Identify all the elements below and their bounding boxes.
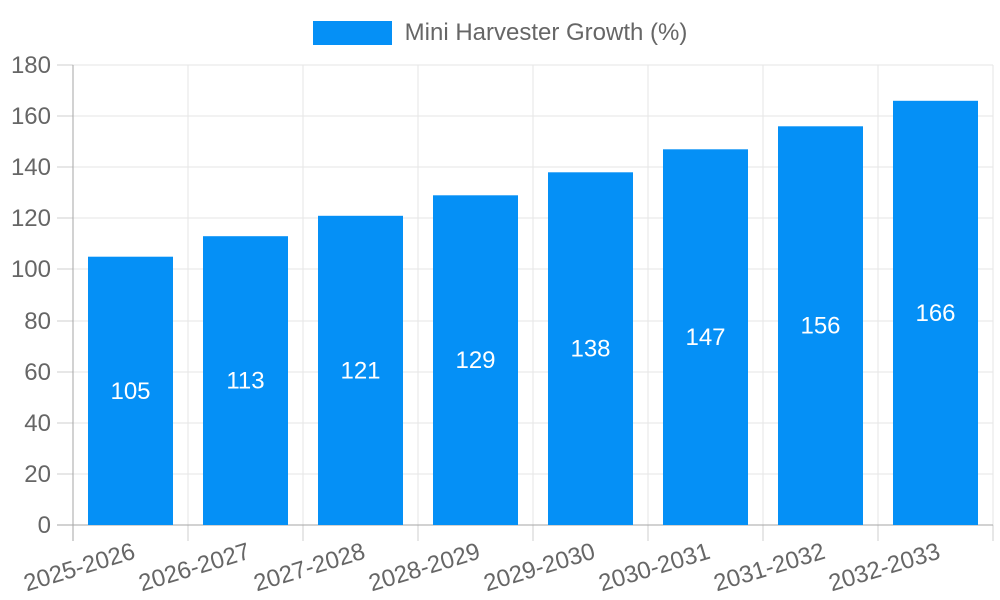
y-tick-label: 140 xyxy=(11,154,51,181)
x-tick-label: 2028-2029 xyxy=(366,538,484,597)
y-tick-label: 0 xyxy=(38,512,51,539)
x-tick-label: 2025-2026 xyxy=(21,538,139,597)
bar-2027-2028 xyxy=(318,215,403,526)
bar-2031-2032 xyxy=(778,126,863,526)
x-tick-label: 2029-2030 xyxy=(481,538,599,597)
x-tick-label: 2032-2033 xyxy=(826,538,944,597)
x-tick-label: 2031-2032 xyxy=(711,538,829,597)
bar-value-label: 166 xyxy=(915,300,955,327)
bar-2028-2029 xyxy=(433,195,518,526)
y-tick-label: 40 xyxy=(24,410,51,437)
chart-legend[interactable]: Mini Harvester Growth (%) xyxy=(0,21,1000,45)
bar-value-label: 156 xyxy=(800,313,840,340)
bar-value-label: 105 xyxy=(110,378,150,405)
bar-value-label: 129 xyxy=(455,347,495,374)
legend-label: Mini Harvester Growth (%) xyxy=(404,19,688,46)
bar-value-label: 113 xyxy=(226,368,264,395)
legend-swatch xyxy=(312,21,392,45)
y-tick-label: 160 xyxy=(11,103,51,130)
y-tick-label: 80 xyxy=(24,308,51,335)
bar-value-label: 121 xyxy=(340,357,380,384)
bar-2026-2027 xyxy=(203,236,288,525)
x-tick-label: 2027-2028 xyxy=(251,538,369,597)
y-tick-label: 180 xyxy=(11,52,51,79)
bar-2030-2031 xyxy=(663,149,748,526)
bar-2032-2033 xyxy=(893,100,978,526)
bar-value-label: 147 xyxy=(685,324,725,351)
y-tick-label: 20 xyxy=(24,461,51,488)
bar-2025-2026 xyxy=(88,256,173,525)
bar-2029-2030 xyxy=(548,172,633,526)
x-tick-label: 2026-2027 xyxy=(136,538,254,597)
y-tick-label: 60 xyxy=(24,359,51,386)
x-tick-label: 2030-2031 xyxy=(596,538,714,597)
y-tick-label: 120 xyxy=(11,205,51,232)
y-tick-label: 100 xyxy=(11,256,51,283)
bar-value-label: 138 xyxy=(570,336,610,363)
